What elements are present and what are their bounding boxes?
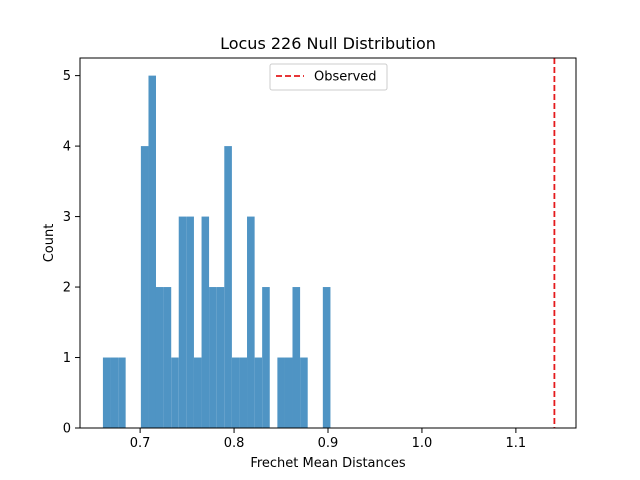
histogram-bar xyxy=(171,357,179,428)
histogram-bar xyxy=(118,357,126,428)
y-tick-label: 3 xyxy=(63,210,71,225)
y-tick-label: 2 xyxy=(63,281,71,296)
histogram-bar xyxy=(155,287,164,428)
histogram-bar xyxy=(148,75,156,428)
x-axis-ticks: 0.7 0.8 0.9 1.0 1.1 xyxy=(130,428,526,451)
x-tick-label: 0.8 xyxy=(224,436,245,451)
chart-title: Locus 226 Null Distribution xyxy=(220,34,436,53)
histogram-bar xyxy=(193,357,202,428)
histogram-bar xyxy=(224,146,232,428)
y-tick-label: 1 xyxy=(63,351,71,366)
histogram-bar xyxy=(163,287,172,428)
histogram-bar xyxy=(209,287,217,428)
x-tick-label: 0.7 xyxy=(130,436,151,451)
histogram-bar xyxy=(231,357,240,428)
legend: Observed xyxy=(269,63,388,91)
x-tick-label: 1.1 xyxy=(506,436,527,451)
legend-observed-label: Observed xyxy=(314,70,377,85)
histogram-bar xyxy=(178,216,187,428)
y-tick-label: 4 xyxy=(63,140,71,155)
histogram-bar xyxy=(292,287,301,428)
y-tick-label: 0 xyxy=(63,422,71,437)
histogram-bar xyxy=(277,357,285,428)
x-tick-label: 1.0 xyxy=(412,436,433,451)
x-axis-label: Frechet Mean Distances xyxy=(250,456,406,471)
histogram-bar xyxy=(239,357,248,428)
histogram-bar xyxy=(262,287,270,428)
histogram-bars xyxy=(102,75,331,428)
histogram-bar xyxy=(247,216,255,428)
y-axis-label: Count xyxy=(42,224,57,263)
histogram-bar xyxy=(201,216,210,428)
histogram-bar xyxy=(186,216,194,428)
histogram-bar xyxy=(140,146,149,428)
legend-box xyxy=(269,63,388,91)
histogram-bar xyxy=(254,357,263,428)
histogram-bar xyxy=(216,287,225,428)
histogram-bar xyxy=(284,357,293,428)
histogram-bar xyxy=(322,287,331,428)
histogram-bar xyxy=(110,357,119,428)
histogram-bar xyxy=(102,357,111,428)
y-tick-label: 5 xyxy=(63,69,71,84)
histogram-bar xyxy=(300,357,308,428)
x-tick-label: 0.9 xyxy=(318,436,339,451)
y-axis-ticks: 0 1 2 3 4 5 xyxy=(63,69,80,437)
